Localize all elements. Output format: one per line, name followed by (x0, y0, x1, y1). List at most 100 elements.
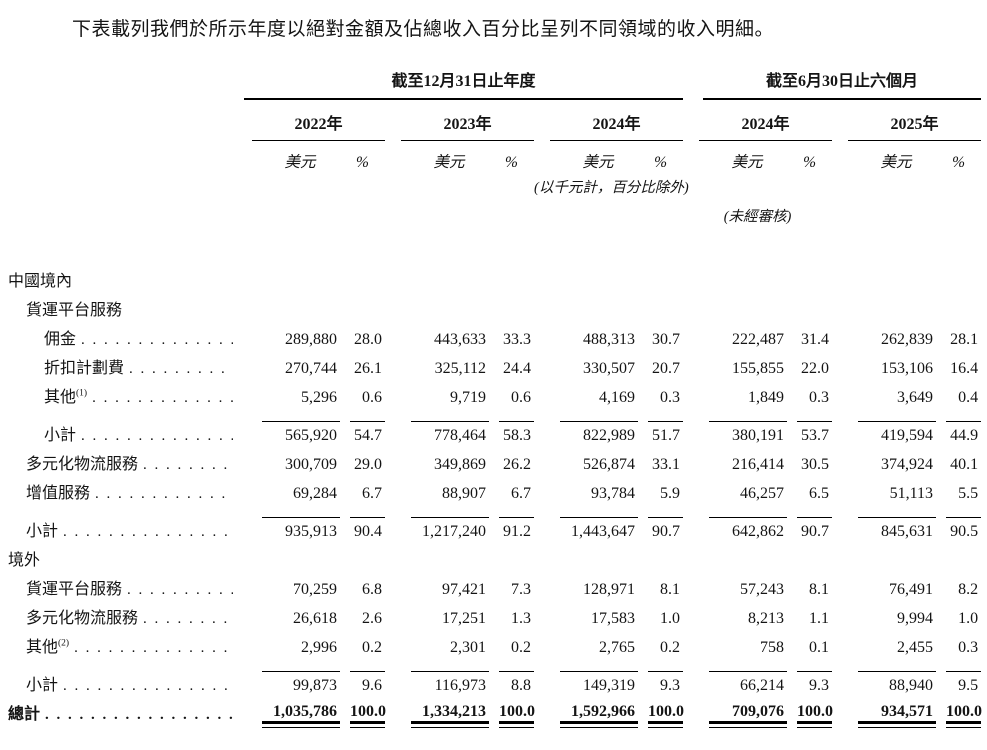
amount-cell: 153,106 (881, 360, 934, 377)
percent-cell: 100.0 (489, 695, 535, 736)
amount-cell: 88,940 (832, 657, 937, 695)
amount-cell: 4,169 (599, 389, 635, 406)
percent-cell (936, 262, 981, 291)
table-row: 佣金 289,880 28.0 443,633 33.3 488,313 30.7 222,4… (6, 320, 981, 349)
amount-cell: 116,973 (385, 657, 489, 695)
percent-cell: 44.9 (936, 407, 982, 445)
amount-cell: 17,251 (442, 610, 486, 627)
revenue-table: 截至12月31日止年度 截至6月30日止六個月 2022年 2023年 2024… (6, 67, 982, 736)
amount-cell: 330,507 (583, 360, 635, 377)
year-label-2024-interim: 2024年 (699, 110, 833, 141)
percent-cell: 5.9 (660, 485, 681, 502)
row-label: 小計 (26, 677, 59, 694)
table-row: 總計1,035,786100.01,334,213100.01,592,9661… (6, 695, 982, 736)
percent-cell: 6.7 (511, 485, 531, 502)
units-note-row: (以千元計，百分比除外) (6, 172, 981, 197)
row-label-cell: 境外 (6, 541, 236, 570)
row-label: 中國境內 (8, 273, 73, 290)
amount-cell: 69,284 (293, 485, 337, 502)
row-label-cell: 多元化物流服務 (6, 599, 236, 628)
amount-cell: 97,421 (442, 581, 486, 598)
amount-cell: 46,257 (740, 485, 785, 502)
unit-header-row: 美元 % 美元 % 美元 % 美元 % 美元 % (6, 141, 981, 172)
dot-leader (143, 457, 233, 474)
unit-amount-label: 美元 (880, 154, 912, 171)
header-spacer-cell (236, 197, 683, 226)
percent-cell: 54.7 (340, 407, 385, 445)
amount-cell: 2,455 (897, 639, 934, 656)
percent-cell: 100.0 (340, 695, 386, 736)
table-body: 中國境內貨運平台服務佣金289,88028.0443,63333.3488,31… (6, 262, 982, 736)
amount-cell: 51,113 (889, 485, 934, 502)
amount-cell: 70,259 (293, 581, 337, 598)
percent-cell (340, 541, 385, 570)
percent-cell: 100.0 (936, 695, 982, 736)
row-label-cell: 其他(1) (6, 378, 236, 407)
table-row: 增值服務 69,284 6.7 88,907 6.7 93,784 5.9 46,257 6.5… (6, 474, 981, 503)
amount-cell: 758 (760, 639, 785, 656)
table-row: 小計 565,92054.7778,46458.3822,98951.7380,1… (6, 407, 982, 445)
dot-leader (95, 486, 233, 503)
amount-cell: 222,487 (732, 331, 785, 348)
percent-cell (638, 291, 683, 320)
amount-cell: 2,996 (301, 639, 337, 656)
percent-cell: 33.1 (652, 456, 681, 473)
row-label-cell: 佣金 (6, 320, 236, 349)
amount-cell: 2,765 (599, 639, 635, 656)
unit-percent-label: % (803, 154, 816, 171)
unit-percent-label: % (505, 154, 518, 171)
unit-amount-label: 美元 (582, 154, 614, 171)
unit-cell: 美元 (385, 141, 489, 172)
group-interim-cell: 截至6月30日止六個月 (683, 67, 982, 100)
row-label-cell: 小計 (6, 657, 236, 695)
amount-cell: 99,873 (236, 657, 340, 695)
percent-cell: 53.7 (787, 407, 833, 445)
percent-cell: 9.5 (936, 657, 982, 695)
table-row: 貨運平台服務 (6, 291, 981, 320)
percent-cell (489, 291, 534, 320)
amount-cell (832, 291, 936, 320)
amount-cell: 845,631 (832, 503, 937, 541)
amount-cell: 1,443,647 (534, 503, 638, 541)
amount-cell: 419,594 (832, 407, 937, 445)
percent-cell: 0.4 (958, 389, 979, 406)
table-row: 貨運平台服務 70,259 6.8 97,421 7.3 128,971 8.1 57,243… (6, 570, 981, 599)
percent-cell: 0.1 (809, 639, 830, 656)
amount-cell (385, 291, 489, 320)
amount-cell: 149,319 (534, 657, 638, 695)
dot-leader (129, 361, 233, 378)
dot-leader (92, 390, 233, 407)
percent-cell: 0.3 (958, 639, 979, 656)
percent-cell: 5.5 (958, 485, 979, 502)
percent-cell (638, 262, 683, 291)
percent-cell: 100.0 (638, 695, 684, 736)
percent-cell: 1.3 (511, 610, 531, 627)
header-spacer-cell (6, 197, 236, 226)
amount-cell: 26,618 (293, 610, 337, 627)
percent-cell: 58.3 (489, 407, 534, 445)
row-label-cell: 折扣計劃費 (6, 349, 236, 378)
header-spacer-cell (6, 100, 236, 141)
table-row: 其他(1) 5,296 0.6 9,719 0.6 4,169 0.3 1,849 0.3 3,6… (6, 378, 981, 407)
row-label-cell: 小計 (6, 503, 236, 541)
amount-cell: 934,571 (832, 695, 937, 736)
row-label: 折扣計劃費 (44, 360, 125, 377)
percent-cell (489, 262, 534, 291)
percent-cell: 30.7 (652, 331, 681, 348)
amount-cell: 5,296 (301, 389, 337, 406)
percent-cell: 30.5 (801, 456, 830, 473)
percent-cell: 91.2 (489, 503, 534, 541)
amount-cell: 778,464 (385, 407, 489, 445)
year-cell: 2024年 (534, 100, 684, 141)
amount-cell (534, 291, 638, 320)
percent-cell (936, 291, 981, 320)
percent-cell: 8.8 (489, 657, 534, 695)
percent-cell (787, 262, 832, 291)
percent-cell: 9.6 (340, 657, 385, 695)
amount-cell: 155,855 (732, 360, 785, 377)
amount-cell: 526,874 (583, 456, 635, 473)
row-label: 貨運平台服務 (26, 581, 123, 598)
table-header: 截至12月31日止年度 截至6月30日止六個月 2022年 2023年 2024… (6, 67, 982, 262)
row-label: 境外 (8, 552, 41, 569)
percent-cell: 8.2 (958, 581, 979, 598)
